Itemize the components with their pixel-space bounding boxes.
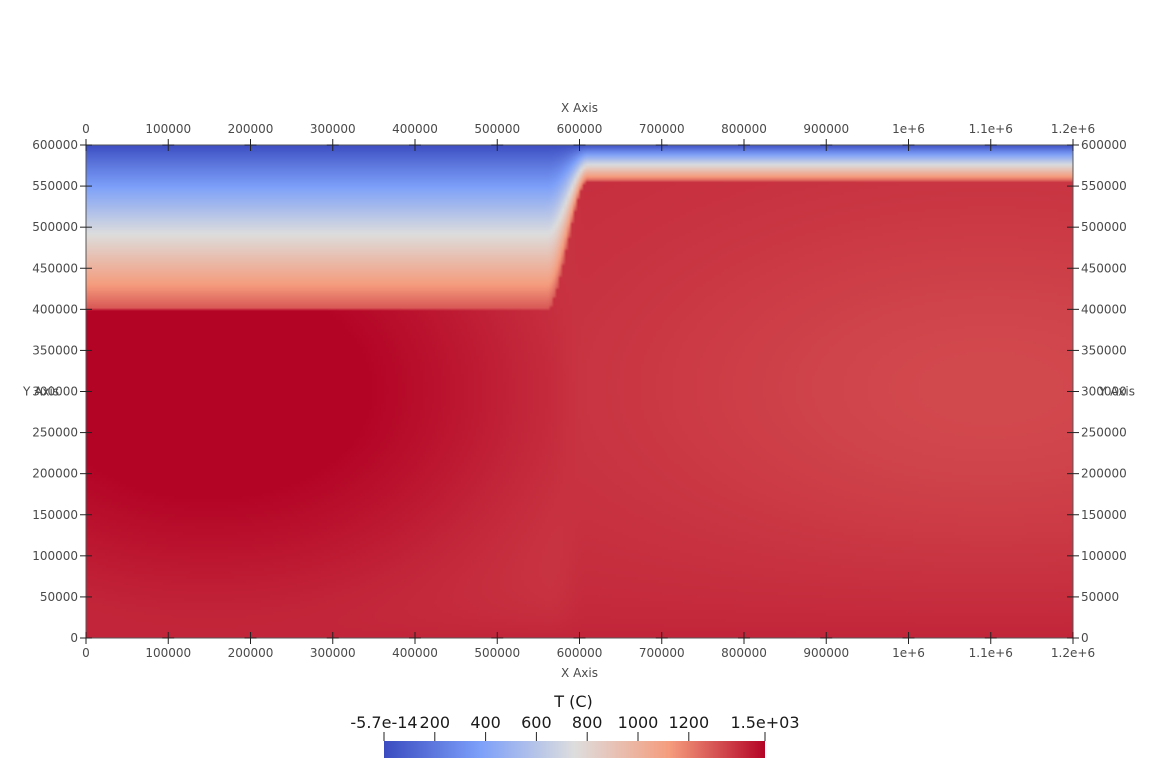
y-tick-label-right: 350000 xyxy=(1081,343,1127,357)
x-tick-label-top: 1.1e+6 xyxy=(969,122,1013,136)
y-tick-label-left: 300000 xyxy=(32,385,78,399)
y-axis-title-right: Y Axis xyxy=(1098,385,1135,399)
temperature-field-image xyxy=(86,145,1073,638)
y-tick-label-right: 300000 xyxy=(1081,385,1127,399)
x-axis-bottom: 0 100000 200000 300000 400000 500000 600000 700… xyxy=(80,632,1095,660)
y-tick-label-right: 50000 xyxy=(1081,590,1119,604)
y-axis-title-left: Y Axis xyxy=(22,385,59,399)
x-tick-label-bottom: 500000 xyxy=(474,646,520,660)
y-tick-label-right: 550000 xyxy=(1081,179,1127,193)
y-tick-label-left: 450000 xyxy=(32,261,78,275)
y-tick-label-right: 450000 xyxy=(1081,261,1127,275)
x-tick-label-bottom: 100000 xyxy=(145,646,191,660)
x-tick-label-top: 1e+6 xyxy=(892,122,925,136)
colorbar-tick-label: 800 xyxy=(572,713,603,732)
x-tick-label-top: 200000 xyxy=(228,122,274,136)
colorbar-tick-label: -5.7e-14 xyxy=(350,713,417,732)
colorbar-tick-label: 200 xyxy=(420,713,451,732)
x-tick-label-bottom: 700000 xyxy=(639,646,685,660)
y-tick-label-left: 100000 xyxy=(32,549,78,563)
y-tick-label-right: 100000 xyxy=(1081,549,1127,563)
colorbar: T (C) -5.7e-14 200 400 600 800 1000 1200 1.5e+0… xyxy=(350,692,800,758)
x-tick-label-bottom: 800000 xyxy=(721,646,767,660)
x-tick-label-top: 1.2e+6 xyxy=(1051,122,1095,136)
x-tick-label-top: 700000 xyxy=(639,122,685,136)
y-axis-left: 0 50000 100000 150000 200000 250000 300000 3500… xyxy=(32,138,92,645)
y-tick-label-right: 400000 xyxy=(1081,302,1127,316)
y-tick-label-right: 200000 xyxy=(1081,467,1127,481)
x-tick-label-bottom: 400000 xyxy=(392,646,438,660)
colorbar-tick-label: 1000 xyxy=(618,713,659,732)
y-tick-label-right: 250000 xyxy=(1081,426,1127,440)
y-tick-label-left: 150000 xyxy=(32,508,78,522)
y-tick-label-left: 0 xyxy=(70,631,78,645)
colorbar-tick-label: 400 xyxy=(470,713,501,732)
y-tick-label-left: 500000 xyxy=(32,220,78,234)
x-tick-label-top: 300000 xyxy=(310,122,356,136)
colorbar-tick-label: 1.5e+03 xyxy=(730,713,799,732)
x-tick-label-bottom: 1.1e+6 xyxy=(969,646,1013,660)
x-tick-label-bottom: 300000 xyxy=(310,646,356,660)
colorbar-tick-label: 600 xyxy=(521,713,552,732)
y-tick-label-left: 250000 xyxy=(32,426,78,440)
colorbar-ticks: -5.7e-14 200 400 600 800 1000 1200 1.5e+03 xyxy=(350,713,800,741)
colorbar-title: T (C) xyxy=(553,692,593,711)
x-tick-label-top: 100000 xyxy=(145,122,191,136)
x-tick-label-top: 500000 xyxy=(474,122,520,136)
x-axis-title-bottom: X Axis xyxy=(561,666,598,680)
x-tick-label-bottom: 900000 xyxy=(803,646,849,660)
y-tick-label-left: 400000 xyxy=(32,302,78,316)
y-tick-label-right: 150000 xyxy=(1081,508,1127,522)
y-tick-label-left: 600000 xyxy=(32,138,78,152)
x-tick-label-top: 800000 xyxy=(721,122,767,136)
y-tick-label-left: 550000 xyxy=(32,179,78,193)
y-tick-label-right: 600000 xyxy=(1081,138,1127,152)
colorbar-gradient xyxy=(384,741,765,758)
y-tick-label-left: 200000 xyxy=(32,467,78,481)
x-tick-label-bottom: 0 xyxy=(82,646,90,660)
heatmap-field xyxy=(86,145,1073,638)
x-tick-label-bottom: 200000 xyxy=(228,646,274,660)
y-tick-label-left: 50000 xyxy=(40,590,78,604)
y-tick-label-right: 500000 xyxy=(1081,220,1127,234)
x-tick-label-top: 0 xyxy=(82,122,90,136)
x-tick-label-top: 900000 xyxy=(803,122,849,136)
y-tick-label-left: 350000 xyxy=(32,343,78,357)
colorbar-tick-label: 1200 xyxy=(668,713,709,732)
y-axis-right: 0 50000 100000 150000 200000 250000 300000 3500… xyxy=(1067,138,1127,645)
x-tick-label-top: 600000 xyxy=(557,122,603,136)
x-tick-label-bottom: 1e+6 xyxy=(892,646,925,660)
x-tick-label-bottom: 1.2e+6 xyxy=(1051,646,1095,660)
x-tick-label-bottom: 600000 xyxy=(557,646,603,660)
x-axis-title-top: X Axis xyxy=(561,101,598,115)
x-axis-top: 0 100000 200000 300000 400000 500000 600000 700… xyxy=(80,122,1095,151)
x-tick-label-top: 400000 xyxy=(392,122,438,136)
y-tick-label-right: 0 xyxy=(1081,631,1089,645)
